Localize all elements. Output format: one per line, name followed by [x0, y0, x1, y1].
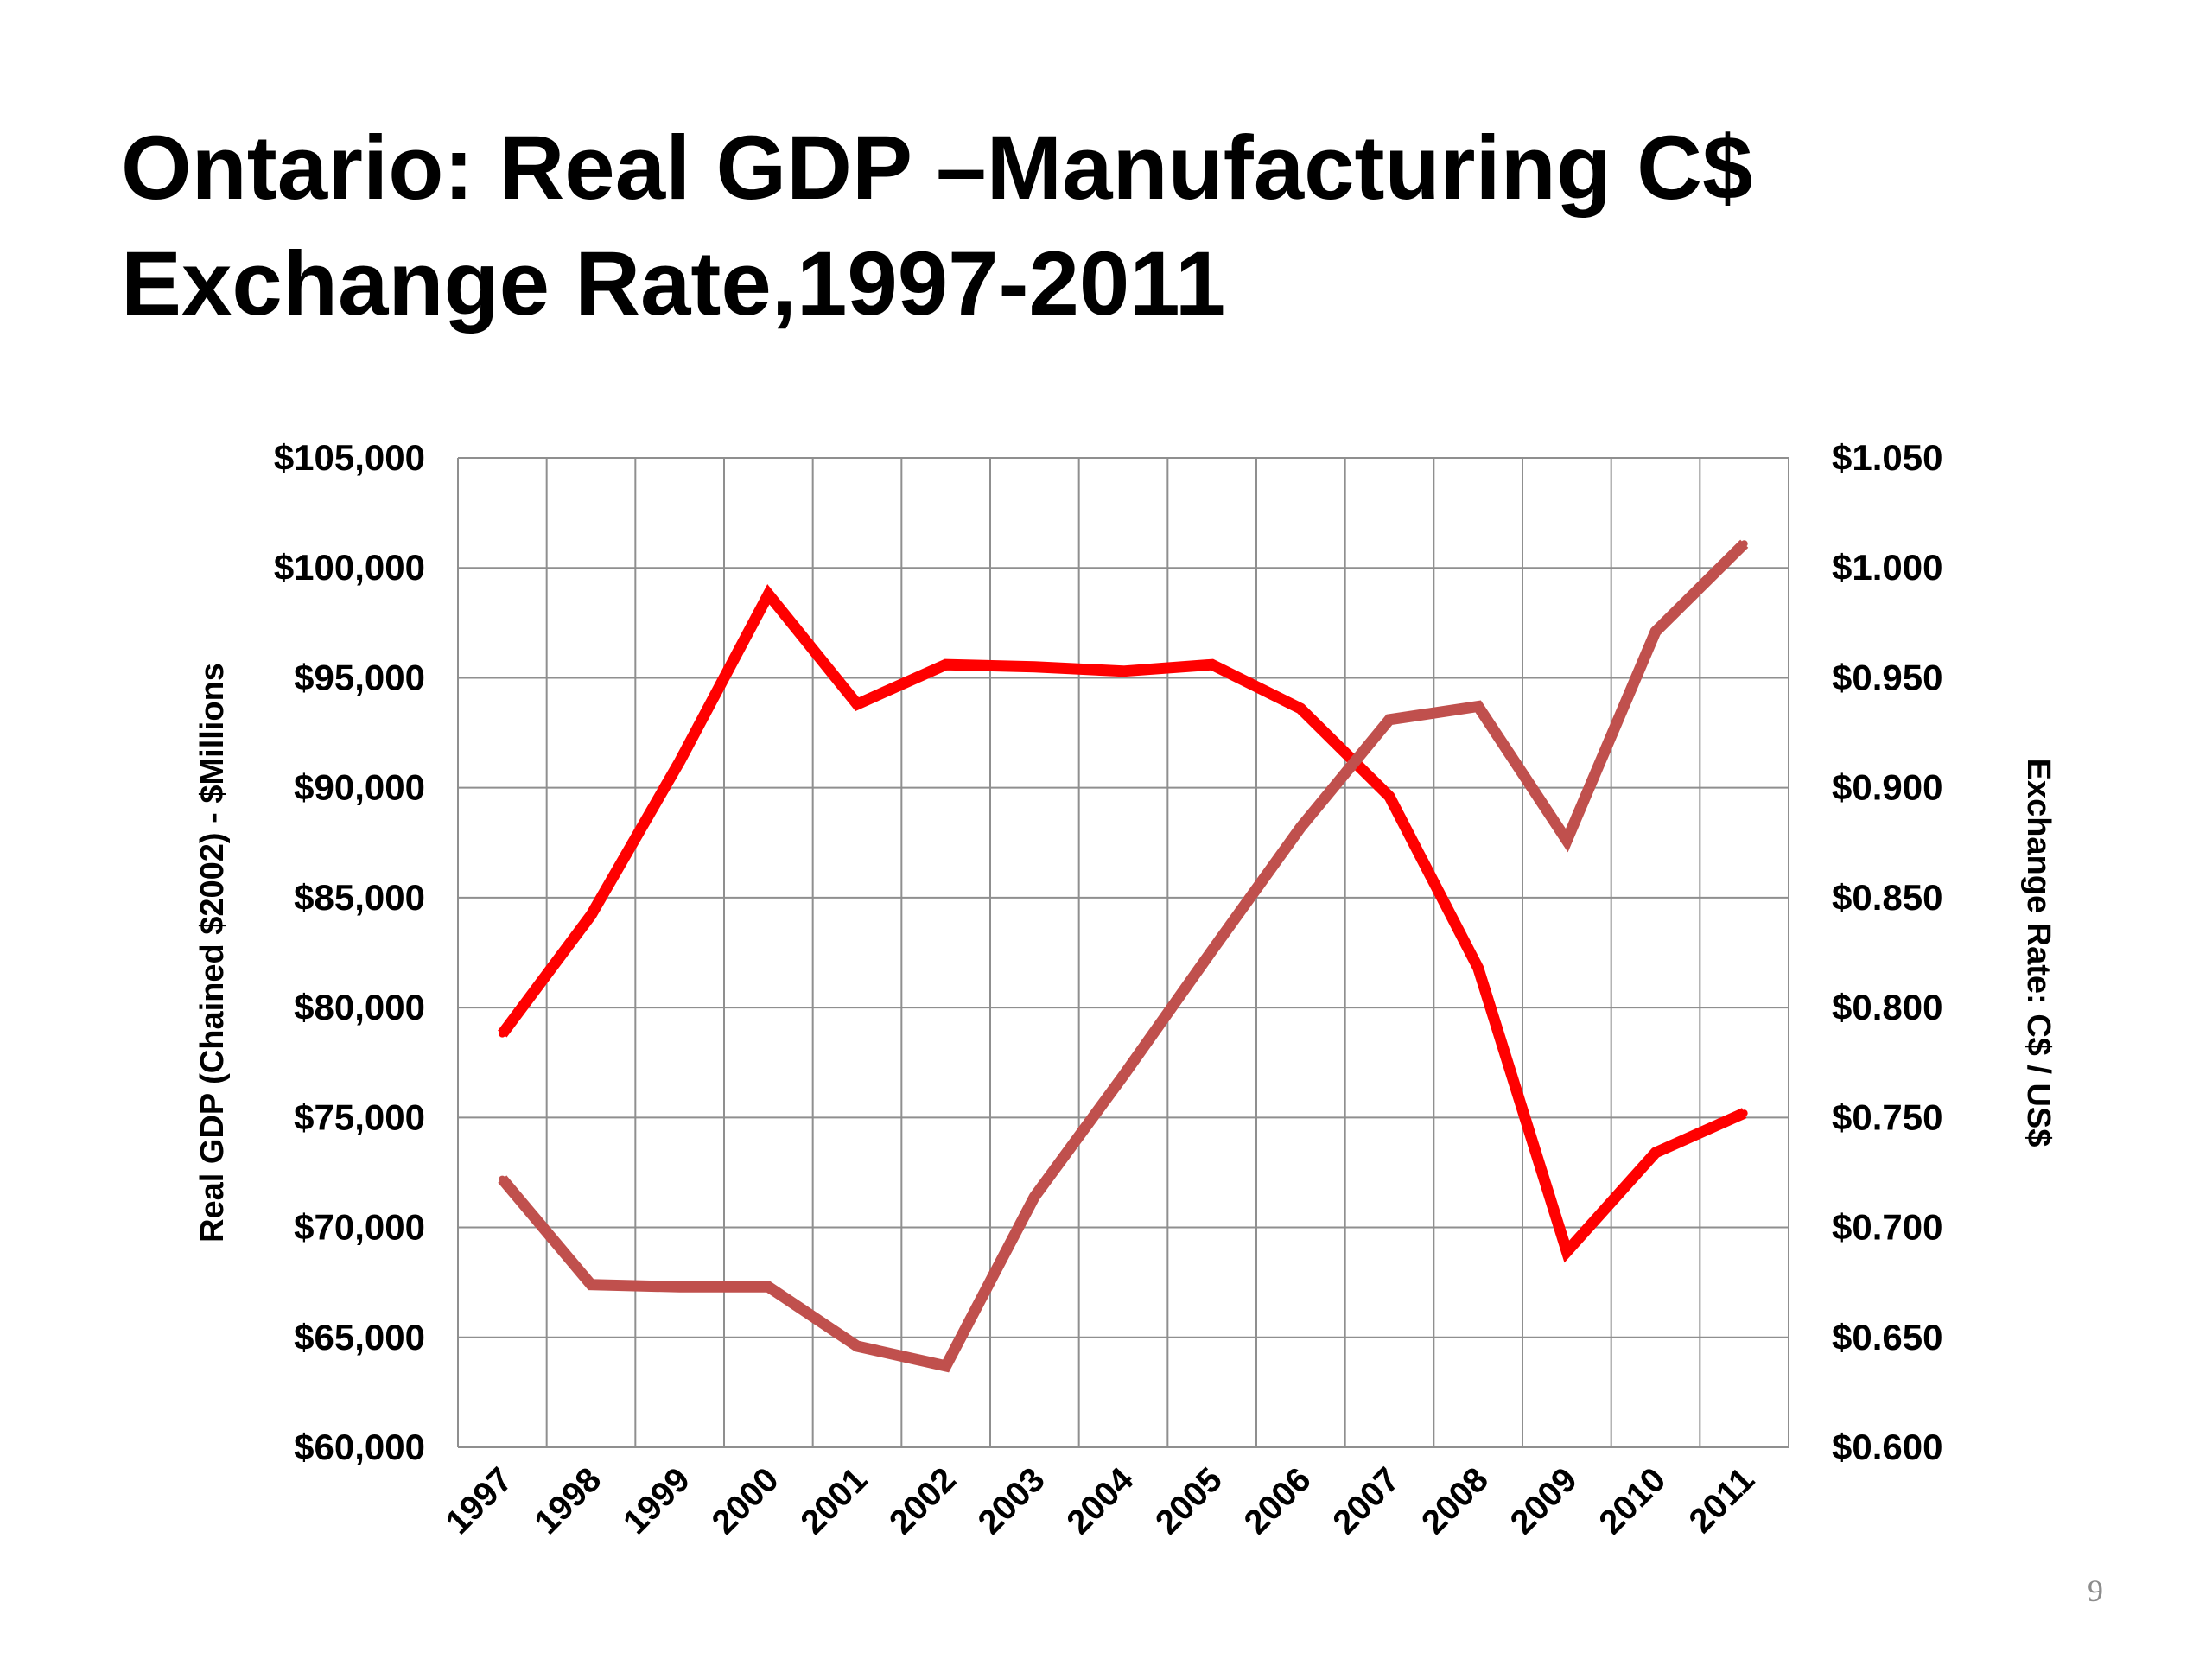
y-left-tick-label: $100,000 [274, 547, 425, 588]
x-tick-label: 2009 [1503, 1460, 1585, 1541]
chart-gridlines [457, 457, 1789, 1448]
real-gdp-point [1120, 667, 1127, 675]
y-right-tick-label: $0.750 [1832, 1096, 1942, 1137]
x-tick-label: 2006 [1237, 1460, 1319, 1541]
y-right-tick-label: $0.650 [1832, 1317, 1942, 1357]
exchange-rate-point [676, 1283, 683, 1291]
exchange-rate-point [1297, 823, 1305, 831]
x-tick-label: 1997 [439, 1460, 520, 1541]
y-right-tick-label: $0.800 [1832, 987, 1942, 1027]
x-tick-label: 2007 [1325, 1460, 1407, 1541]
slide-title-line-1: Ontario: Real GDP –Manufacturing C$ [121, 118, 1753, 219]
x-tick-label: 2005 [1148, 1460, 1230, 1541]
y-right-tick-label: $0.850 [1832, 877, 1942, 918]
y-right-tick-label: $1.050 [1832, 437, 1942, 478]
real-gdp-point [499, 1030, 506, 1038]
real-gdp-point [854, 700, 861, 708]
real-gdp-point [1474, 964, 1482, 972]
x-tick-label: 2010 [1592, 1460, 1673, 1541]
x-tick-label: 2002 [882, 1460, 963, 1541]
real-gdp-series-line [498, 584, 1747, 1263]
real-gdp-point [588, 912, 594, 919]
y-right-tick-label: $0.900 [1832, 767, 1942, 808]
y-right-axis-title: Exchange Rate: C$ / US$ [2020, 759, 2056, 1147]
y-left-tick-label: $80,000 [294, 987, 425, 1027]
y-right-tick-label: $1.000 [1832, 547, 1942, 588]
x-tick-label: 2001 [793, 1460, 874, 1541]
y-left-tick-label: $60,000 [294, 1427, 425, 1467]
y-left-tick-label: $65,000 [294, 1317, 425, 1357]
x-tick-label: 1999 [616, 1460, 697, 1541]
exchange-rate-point [854, 1342, 861, 1350]
real-gdp-point [676, 758, 683, 766]
exchange-rate-point [1386, 715, 1393, 723]
y-left-tick-label: $90,000 [294, 767, 425, 808]
y-left-axis-title: Real GDP (Chained $2002) - $Millions [194, 663, 231, 1243]
x-tick-label: 2000 [705, 1460, 786, 1541]
y-right-tick-label: $0.700 [1832, 1207, 1942, 1248]
x-tick-label: 2008 [1414, 1460, 1496, 1541]
real-gdp-point [1386, 792, 1393, 800]
y-left-tick-label: $85,000 [294, 877, 425, 918]
slide-title-line-2: Exchange Rate,1997-2011 [121, 233, 1226, 334]
x-tick-label: 2011 [1682, 1460, 1762, 1540]
exchange-rate-point [1208, 946, 1216, 954]
real-gdp-point [1031, 663, 1039, 671]
chart-series-layer [498, 539, 1749, 1373]
exchange-rate-point [765, 1283, 772, 1291]
exchange-rate-point [1031, 1192, 1039, 1200]
real-gdp-point [765, 590, 772, 598]
slide-title: Ontario: Real GDP –Manufacturing C$ Exch… [121, 111, 2108, 342]
exchange-rate-point [1563, 836, 1571, 844]
y-left-tick-label: $105,000 [274, 437, 425, 478]
y-left-tick-label: $95,000 [294, 657, 425, 697]
exchange-rate-point [1474, 702, 1482, 710]
y-right-tick-label: $0.950 [1832, 657, 1942, 697]
x-tick-label: 2004 [1059, 1460, 1141, 1542]
real-gdp-point [1740, 1109, 1748, 1117]
real-gdp-point [942, 661, 950, 669]
x-tick-label: 1998 [527, 1460, 608, 1541]
page-number: 9 [2088, 1573, 2103, 1608]
exchange-rate-point [1120, 1071, 1127, 1079]
chart-labels: $60,000 $65,000 $70,000 $75,000 $80,000 $85,0… [194, 437, 2056, 1541]
real-gdp-point [1652, 1149, 1659, 1157]
real-gdp-point [1563, 1248, 1571, 1255]
exchange-rate-point [588, 1281, 594, 1288]
y-right-tick-label: $0.600 [1832, 1427, 1942, 1467]
x-tick-label: 2003 [971, 1460, 1052, 1541]
exchange-rate-point [942, 1362, 950, 1370]
y-left-tick-label: $70,000 [294, 1207, 425, 1248]
exchange-rate-point [499, 1175, 506, 1183]
exchange-rate-point [1740, 540, 1748, 548]
exchange-rate-point [1652, 628, 1659, 636]
real-gdp-point [1208, 661, 1216, 669]
y-left-tick-label: $75,000 [294, 1096, 425, 1137]
real-gdp-point [1297, 705, 1305, 713]
